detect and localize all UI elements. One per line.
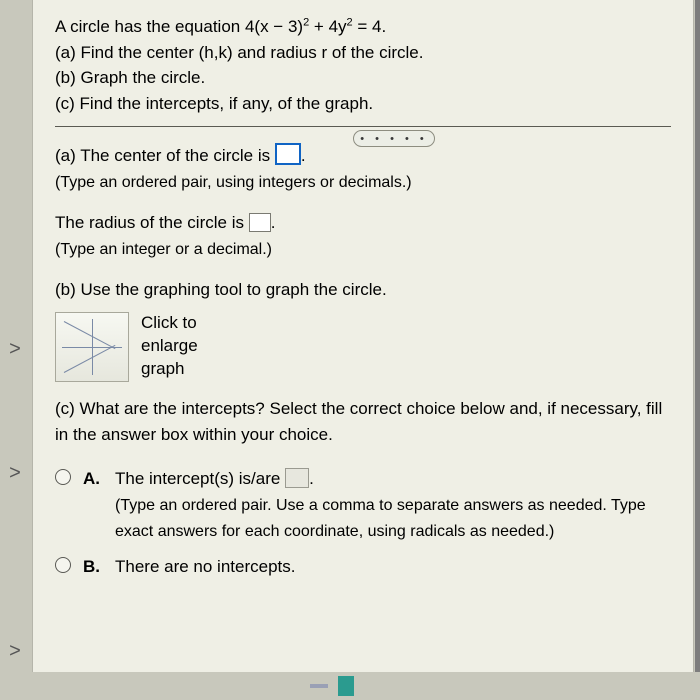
footer-dash-icon	[310, 684, 328, 688]
footer-block-icon	[338, 676, 354, 696]
graph-tool[interactable]: Click to enlarge graph	[55, 312, 671, 382]
center-post: .	[301, 146, 306, 165]
more-pill[interactable]: • • • • •	[353, 130, 435, 147]
graph-caption: Click to enlarge graph	[141, 312, 198, 381]
choice-a-radio[interactable]	[55, 469, 71, 485]
scrollbar[interactable]	[695, 0, 700, 672]
choice-b-letter: B.	[83, 554, 103, 580]
nav-caret-1[interactable]: >	[6, 338, 24, 361]
divider	[55, 126, 671, 127]
stem-b: (b) Graph the circle.	[55, 68, 205, 87]
center-label: (a) The center of the circle is	[55, 146, 275, 165]
question-stem: A circle has the equation 4(x − 3)2 + 4y…	[55, 14, 671, 116]
choice-a-post: .	[309, 469, 314, 488]
stem-a: (a) Find the center (h,k) and radius r o…	[55, 43, 424, 62]
part-c-prompt: (c) What are the intercepts? Select the …	[55, 399, 662, 444]
center-input[interactable]	[275, 143, 301, 165]
graph-caption-l2: enlarge	[141, 336, 198, 355]
choice-a-input[interactable]	[285, 468, 309, 488]
eq-p3: = 4.	[353, 17, 387, 36]
nav-caret-2[interactable]: >	[6, 462, 24, 485]
footer-decor	[310, 676, 354, 696]
choice-a-row: A. The intercept(s) is/are . (Type an or…	[55, 466, 671, 544]
choice-b-row: B. There are no intercepts.	[55, 554, 671, 580]
graph-caption-l3: graph	[141, 359, 184, 378]
part-b-prompt: (b) Use the graphing tool to graph the c…	[55, 280, 387, 299]
choice-a-letter: A.	[83, 466, 103, 492]
part-b: (b) Use the graphing tool to graph the c…	[55, 277, 671, 381]
graph-caption-l1: Click to	[141, 313, 197, 332]
radius-input[interactable]	[249, 213, 271, 232]
choice-a-text: The intercept(s) is/are	[115, 469, 285, 488]
nav-caret-3[interactable]: >	[6, 640, 24, 663]
center-hint: (Type an ordered pair, using integers or…	[55, 174, 412, 191]
choice-a-hint: (Type an ordered pair. Use a comma to se…	[115, 497, 646, 540]
stem-text: A circle has the equation	[55, 17, 245, 36]
part-a-radius: The radius of the circle is . (Type an i…	[55, 210, 671, 263]
eq-p1: 4(x − 3)	[245, 17, 303, 36]
choice-b-radio[interactable]	[55, 557, 71, 573]
radius-post: .	[271, 213, 276, 232]
part-c: (c) What are the intercepts? Select the …	[55, 396, 671, 581]
radius-hint: (Type an integer or a decimal.)	[55, 241, 272, 258]
part-a-center: (a) The center of the circle is . (Type …	[55, 143, 671, 196]
choice-b-text: There are no intercepts.	[115, 557, 295, 576]
stem-c: (c) Find the intercepts, if any, of the …	[55, 94, 373, 113]
radius-label: The radius of the circle is	[55, 213, 249, 232]
worksheet-panel: A circle has the equation 4(x − 3)2 + 4y…	[32, 0, 694, 672]
eq-p2: + 4y	[309, 17, 346, 36]
graph-thumbnail-icon	[55, 312, 129, 382]
